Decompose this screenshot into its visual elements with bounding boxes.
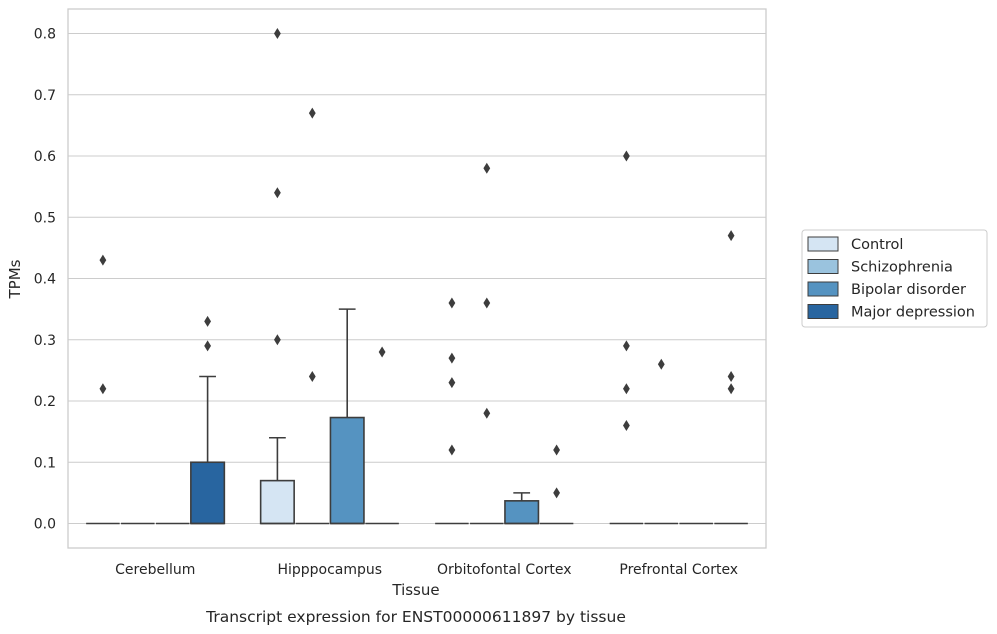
y-tick-label: 0.7 [34, 88, 56, 104]
outlier-point [483, 297, 491, 309]
legend-swatch [807, 281, 839, 297]
x-tick-label: Orbitofontal Cortex [437, 562, 572, 578]
y-axis-label: TPMs [6, 259, 24, 299]
y-tick-label: 0.8 [34, 27, 56, 43]
y-tick-label: 0.3 [34, 333, 56, 349]
outlier-point [483, 162, 491, 174]
box-0-3 [190, 315, 226, 525]
y-tick-label: 0.1 [34, 455, 56, 471]
box-body [329, 416, 365, 525]
outlier-point [623, 340, 630, 352]
box-body [259, 479, 295, 525]
y-tick-label: 0.0 [34, 517, 56, 533]
outlier-point [623, 383, 630, 395]
outlier-point [623, 150, 630, 162]
box-2-1 [470, 162, 504, 525]
box-2-3 [539, 444, 574, 525]
chart-caption: Transcript expression for ENST0000061189… [205, 608, 626, 626]
x-tick-label: Cerebellum [115, 562, 195, 578]
x-tick-label: Hipppocampus [277, 562, 382, 578]
legend-label: Bipolar disorder [851, 282, 966, 298]
outlier-point [274, 28, 281, 39]
outlier-point [448, 297, 456, 309]
outlier-point [623, 420, 630, 431]
outlier-point [448, 352, 456, 364]
outlier-point [553, 444, 560, 456]
outlier-point [308, 371, 316, 382]
outlier-point [99, 254, 107, 266]
box-3-1 [644, 358, 679, 525]
box-1-0 [259, 28, 295, 525]
y-tick-label: 0.5 [34, 210, 56, 226]
box-1-3 [365, 346, 399, 525]
box-layer [86, 28, 748, 525]
outlier-point [274, 187, 281, 199]
box-1-1 [295, 107, 330, 525]
x-tick-label: Prefrontal Cortex [619, 562, 738, 578]
gridlines [68, 33, 766, 524]
box-2-0 [435, 297, 469, 525]
outlier-point [483, 407, 491, 419]
x-axis-label: Tissue [391, 581, 439, 599]
plot-frame [67, 8, 767, 549]
y-tick-labels: 0.0 0.1 0.2 0.3 0.4 0.5 0.6 0.7 0.8 [34, 27, 56, 533]
outlier-point [274, 334, 281, 346]
legend-swatch [807, 236, 839, 252]
legend-label: Major depression [851, 305, 975, 321]
outlier-point [378, 346, 386, 358]
outlier-point [727, 230, 735, 242]
box-1-2 [329, 308, 365, 525]
legend-label: Schizophrenia [851, 260, 953, 276]
outlier-point [448, 444, 456, 456]
box-2-2 [504, 492, 540, 525]
legend-swatch [807, 259, 839, 274]
box-3-0 [609, 150, 644, 525]
box-0-0 [86, 254, 120, 525]
y-tick-label: 0.6 [34, 149, 56, 165]
legend: Control Schizophrenia Bipolar disorder Majo… [801, 229, 988, 328]
outlier-point [99, 383, 107, 395]
box-body [504, 500, 540, 525]
y-tick-label: 0.4 [34, 272, 56, 288]
x-tick-labels: Cerebellum Hipppocampus Orbitofontal Corte… [115, 562, 738, 578]
outlier-point [657, 358, 665, 370]
outlier-point [553, 487, 560, 499]
outlier-point [308, 107, 316, 119]
outlier-point [727, 371, 735, 382]
legend-frame [801, 229, 988, 328]
legend-swatch [807, 304, 839, 319]
y-tick-label: 0.2 [34, 394, 56, 410]
box-body [190, 461, 226, 525]
legend-label: Control [851, 237, 903, 253]
outlier-point [448, 377, 456, 389]
outlier-point [204, 315, 211, 327]
outlier-point [727, 383, 735, 395]
outlier-point [204, 340, 211, 352]
box-3-3 [714, 230, 748, 525]
